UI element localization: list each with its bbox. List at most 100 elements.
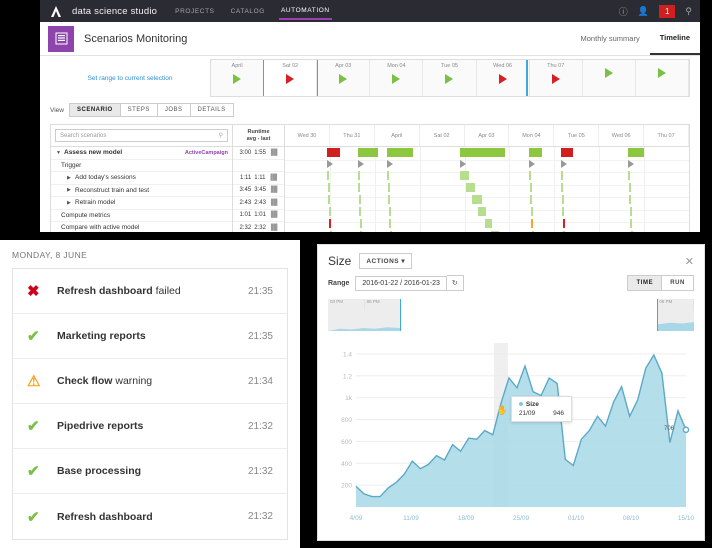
mini-timeline-cell-8[interactable] <box>636 60 689 96</box>
run-status-triangle-icon[interactable] <box>551 74 560 84</box>
scenario-row[interactable]: Compare with active model <box>51 222 232 232</box>
notification-row[interactable]: ✔ Refresh dashboard 21:32 <box>13 494 287 539</box>
scenario-row[interactable]: Compute metrics <box>51 210 232 222</box>
scenario-step-bar[interactable] <box>388 195 391 204</box>
scenario-step-bar[interactable] <box>531 219 534 228</box>
view-button-steps[interactable]: STEPS <box>119 103 158 117</box>
notification-row[interactable]: ⚠ Check flow warning 21:34 <box>13 359 287 404</box>
scenario-step-bar[interactable] <box>629 207 632 216</box>
scenario-step-bar[interactable] <box>388 207 391 216</box>
chevron-right-icon[interactable]: ▶ <box>67 199 71 206</box>
scenario-step-bar[interactable] <box>358 195 361 204</box>
scenario-step-bar[interactable] <box>359 207 362 216</box>
scenario-step-bar[interactable] <box>562 207 565 216</box>
scenario-step-bar[interactable] <box>531 231 534 232</box>
mini-timeline-cell-7[interactable] <box>583 60 636 96</box>
bar-chart-icon[interactable]: ▐█ <box>268 199 278 206</box>
scenario-step-bar[interactable] <box>389 219 392 228</box>
refresh-icon[interactable]: ↻ <box>446 275 464 291</box>
trigger-marker-icon[interactable] <box>459 160 466 168</box>
tab-timeline[interactable]: Timeline <box>649 22 700 55</box>
close-icon[interactable]: ✕ <box>684 255 694 268</box>
trigger-marker-icon[interactable] <box>387 160 394 168</box>
scenarios-list-icon[interactable] <box>48 25 74 52</box>
scenario-step-bar[interactable] <box>478 207 486 216</box>
trigger-marker-icon[interactable] <box>560 160 567 168</box>
bar-chart-icon[interactable]: ▐█ <box>268 212 278 219</box>
chevron-right-icon[interactable]: ▶ <box>67 174 71 181</box>
scenario-step-bar[interactable] <box>562 219 565 228</box>
scenario-step-bar[interactable] <box>628 171 631 180</box>
scenario-row[interactable]: ▼ Assess new model ActiveCampaign <box>51 147 232 160</box>
range-input[interactable]: 2016-01-22 / 2016-01-23 <box>355 275 447 291</box>
trigger-marker-icon[interactable] <box>327 160 334 168</box>
scenario-run-bar[interactable] <box>459 148 505 157</box>
scenario-step-bar[interactable] <box>561 183 564 192</box>
scenario-step-bar[interactable] <box>459 171 470 180</box>
scenario-step-bar[interactable] <box>629 195 632 204</box>
mini-timeline-cell-4[interactable]: Tue 05 <box>423 60 477 96</box>
scenario-run-bar[interactable] <box>628 148 644 157</box>
view-button-jobs[interactable]: JOBS <box>156 103 191 117</box>
notification-row[interactable]: ✖ Refresh dashboard failed 21:35 <box>13 269 287 314</box>
scenario-row[interactable]: ▶ Reconstruct train and test <box>51 185 232 197</box>
mini-timeline[interactable]: April Sat 02 Apr 03 Mon 04 Tue 05 Wed 06 Thu 0… <box>210 59 690 97</box>
scenario-step-bar[interactable] <box>530 195 533 204</box>
notification-row[interactable]: ✔ Base processing 21:32 <box>13 449 287 494</box>
scenario-step-bar[interactable] <box>357 171 360 180</box>
chevron-right-icon[interactable]: ▶ <box>67 187 71 194</box>
scenario-step-bar[interactable] <box>327 183 330 192</box>
run-status-triangle-icon[interactable] <box>498 74 507 84</box>
trigger-marker-icon[interactable] <box>628 160 635 168</box>
bar-chart-icon[interactable]: ▐█ <box>268 149 278 156</box>
mini-timeline-cell-3[interactable]: Mon 04 <box>370 60 424 96</box>
scenario-row[interactable]: Trigger <box>51 160 232 172</box>
help-icon[interactable]: ⓘ <box>618 6 628 17</box>
set-range-link[interactable]: Set range to current selection <box>87 74 173 82</box>
nav-link-automation[interactable]: AUTOMATION <box>278 3 332 20</box>
scenario-run-bar[interactable] <box>357 148 378 157</box>
run-status-triangle-icon[interactable] <box>392 74 401 84</box>
scenario-step-bar[interactable] <box>360 231 363 232</box>
mini-timeline-cell-1[interactable]: Sat 02 <box>264 60 318 96</box>
notification-row[interactable]: ✔ Pipedrive reports 21:32 <box>13 404 287 449</box>
mode-button-run[interactable]: RUN <box>662 275 694 291</box>
scenario-step-bar[interactable] <box>484 219 493 228</box>
notification-row[interactable]: ✔ Marketing reports 21:35 <box>13 314 287 359</box>
scenario-step-bar[interactable] <box>490 231 499 232</box>
scenario-step-bar[interactable] <box>327 171 330 180</box>
scenario-step-bar[interactable] <box>630 219 633 228</box>
scenario-row[interactable]: ▶ Retrain model <box>51 197 232 210</box>
run-status-triangle-icon[interactable] <box>286 74 295 84</box>
scenario-step-bar[interactable] <box>328 195 331 204</box>
actions-button[interactable]: ACTIONS ▾ <box>359 253 413 269</box>
scenario-step-bar[interactable] <box>560 171 563 180</box>
scenario-step-bar[interactable] <box>529 171 532 180</box>
scenario-step-bar[interactable] <box>529 183 532 192</box>
scenario-step-bar[interactable] <box>359 219 362 228</box>
run-status-triangle-icon[interactable] <box>445 74 454 84</box>
size-area-chart[interactable]: 200 400 600 800 1k 1.2 1.4 4/09 11/09 18/09 25/09 0… <box>328 337 694 525</box>
timeline-cursor[interactable] <box>526 60 529 96</box>
view-button-details[interactable]: DETAILS <box>189 103 234 117</box>
scenario-step-bar[interactable] <box>630 231 633 232</box>
mini-timeline-cell-0[interactable]: April <box>211 60 265 96</box>
trigger-marker-icon[interactable] <box>357 160 364 168</box>
nav-link-projects[interactable]: PROJECTS <box>175 7 215 15</box>
scenario-step-bar[interactable] <box>472 195 482 204</box>
scenario-run-bar[interactable] <box>327 148 341 157</box>
run-status-triangle-icon[interactable] <box>657 68 666 78</box>
scenario-step-bar[interactable] <box>561 195 564 204</box>
scenario-run-bar[interactable] <box>560 148 574 157</box>
run-status-triangle-icon[interactable] <box>604 68 613 78</box>
scenario-run-bar[interactable] <box>529 148 542 157</box>
scenario-step-bar[interactable] <box>387 183 390 192</box>
trigger-marker-icon[interactable] <box>529 160 536 168</box>
nav-link-catalog[interactable]: CATALOG <box>230 7 265 15</box>
notification-badge[interactable]: 1 <box>658 4 676 18</box>
scenario-step-bar[interactable] <box>329 219 332 228</box>
search-icon[interactable]: ⚲ <box>685 5 692 16</box>
scenario-step-bar[interactable] <box>328 207 331 216</box>
scenario-step-bar[interactable] <box>387 171 390 180</box>
